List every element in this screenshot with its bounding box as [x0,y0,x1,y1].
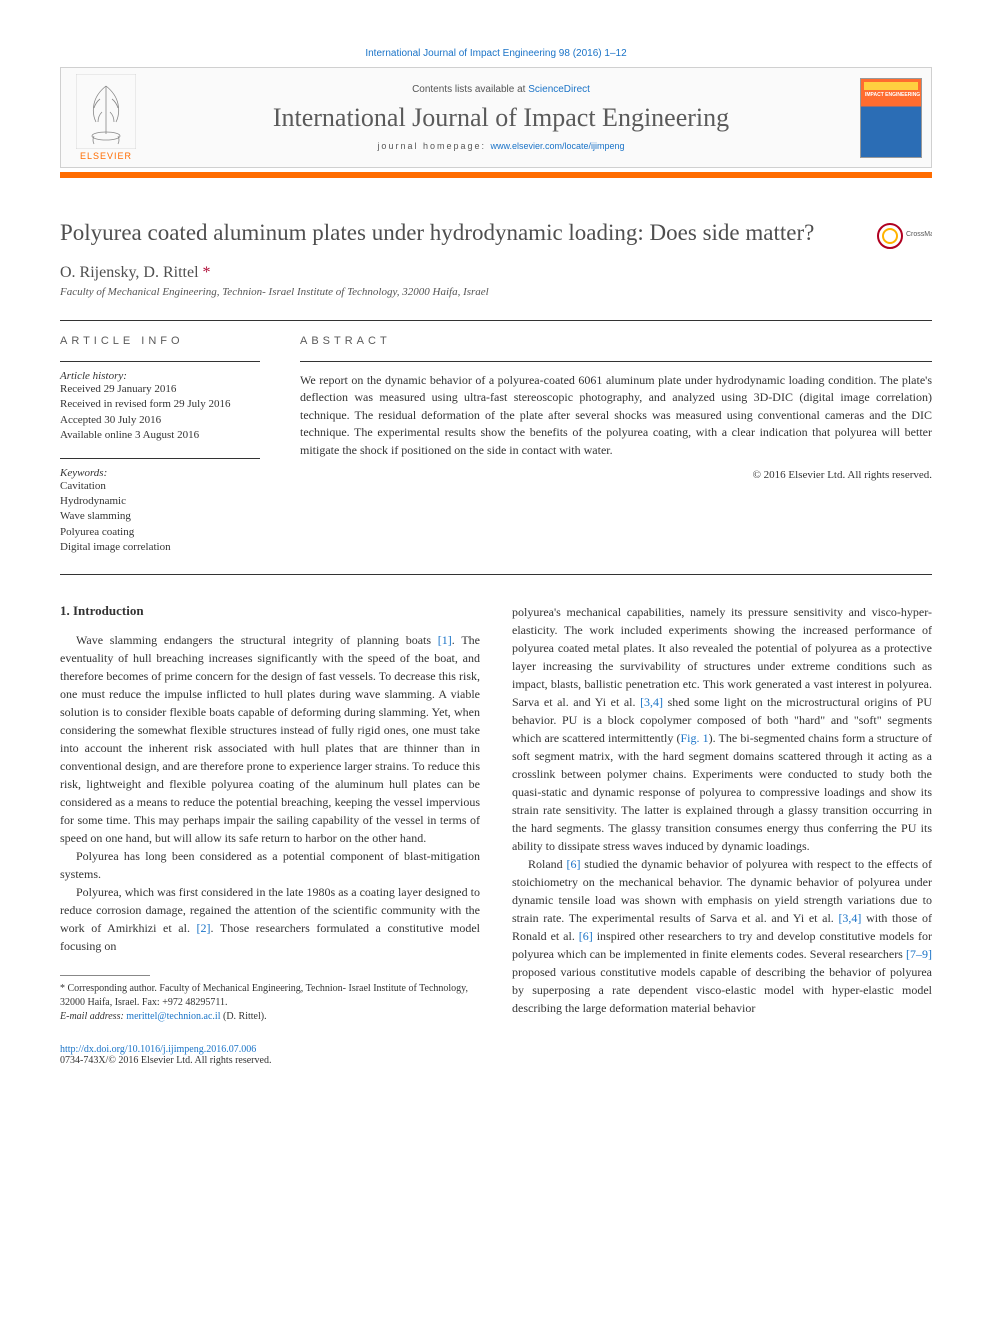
abstract-text: We report on the dynamic behavior of a p… [300,372,932,459]
keyword: Digital image correlation [60,540,260,555]
journal-reference: International Journal of Impact Engineer… [60,48,932,59]
affiliation: Faculty of Mechanical Engineering, Techn… [60,286,932,298]
body-columns: 1. Introduction Wave slamming endangers … [60,603,932,1024]
divider-mid [60,574,932,575]
publisher-name: ELSEVIER [80,151,132,161]
homepage-link[interactable]: www.elsevier.com/locate/ijimpeng [491,141,625,151]
body-paragraph: Wave slamming endangers the structural i… [60,631,480,847]
history-received: Received 29 January 2016 [60,382,260,397]
article-title: Polyurea coated aluminum plates under hy… [60,218,856,248]
page-container: International Journal of Impact Engineer… [0,0,992,1106]
history-revised: Received in revised form 29 July 2016 [60,397,260,412]
keyword: Cavitation [60,479,260,494]
para-text: proposed various constitutive models cap… [512,965,932,1015]
keywords-label: Keywords: [60,467,260,479]
citation-link[interactable]: [6] [579,929,593,943]
citation-link[interactable]: [3,4] [838,911,861,925]
page-footer: http://dx.doi.org/10.1016/j.ijimpeng.201… [60,1044,932,1066]
email-label: E-mail address: [60,1011,126,1022]
history-label: Article history: [60,370,260,382]
cover-title-text: IMPACT ENGINEERING [865,93,920,99]
citation-link[interactable]: [7–9] [906,947,932,961]
body-paragraph: Polyurea, which was first considered in … [60,883,480,955]
corresponding-footnote: * Corresponding author. Faculty of Mecha… [60,982,480,1010]
homepage-line: journal homepage: www.elsevier.com/locat… [377,141,624,151]
crossmark-icon[interactable]: CrossMark [876,218,932,254]
abstract-heading: ABSTRACT [300,335,932,347]
article-info-heading: ARTICLE INFO [60,335,260,347]
journal-title: International Journal of Impact Engineer… [273,103,729,133]
history-online: Available online 3 August 2016 [60,428,260,443]
citation-link[interactable]: [1] [438,633,452,647]
body-paragraph: Roland [6] studied the dynamic behavior … [512,855,932,1017]
contents-line: Contents lists available at ScienceDirec… [412,84,590,95]
authors: O. Rijensky, D. Rittel * [60,264,932,282]
history-accepted: Accepted 30 July 2016 [60,413,260,428]
journal-cover-thumbnail: IMPACT ENGINEERING [860,78,922,158]
para-text: Wave slamming endangers the structural i… [76,633,438,647]
body-paragraph: polyurea's mechanical capabilities, name… [512,603,932,855]
header-center: Contents lists available at ScienceDirec… [151,68,851,167]
body-column-right: polyurea's mechanical capabilities, name… [512,603,932,1024]
corresponding-asterisk: * [199,264,211,281]
para-text: polyurea's mechanical capabilities, name… [512,605,932,709]
keyword: Hydrodynamic [60,494,260,509]
email-link[interactable]: merittel@technion.ac.il [126,1011,220,1022]
figure-link[interactable]: Fig. 1 [681,731,709,745]
sciencedirect-link[interactable]: ScienceDirect [528,84,590,95]
keywords-divider [60,458,260,459]
body-column-left: 1. Introduction Wave slamming endangers … [60,603,480,1024]
svg-text:CrossMark: CrossMark [906,231,932,238]
abstract-column: ABSTRACT We report on the dynamic behavi… [300,335,932,556]
email-footnote: E-mail address: merittel@technion.ac.il … [60,1010,480,1024]
article-info-row: ARTICLE INFO Article history: Received 2… [60,335,932,556]
info-divider [60,361,260,362]
citation-link[interactable]: [2] [197,921,211,935]
citation-link[interactable]: [6] [566,857,580,871]
footnote-separator [60,975,150,976]
journal-header: ELSEVIER Contents lists available at Sci… [60,67,932,168]
para-text: ). The bi-segmented chains form a struct… [512,731,932,853]
homepage-label: journal homepage: [377,141,490,151]
contents-text: Contents lists available at [412,84,528,95]
keyword: Wave slamming [60,509,260,524]
doi-link[interactable]: http://dx.doi.org/10.1016/j.ijimpeng.201… [60,1044,256,1055]
keyword: Polyurea coating [60,525,260,540]
publisher-logo-box: ELSEVIER [61,68,151,167]
journal-cover-box: IMPACT ENGINEERING [851,68,931,167]
abstract-divider [300,361,932,362]
para-text: Roland [528,857,566,871]
elsevier-tree-icon [76,74,136,149]
author-names: O. Rijensky, D. Rittel [60,264,199,281]
divider-top [60,320,932,321]
para-text: . The eventuality of hull breaching incr… [60,633,480,845]
section-1-title: 1. Introduction [60,603,480,619]
abstract-copyright: © 2016 Elsevier Ltd. All rights reserved… [300,469,932,481]
issn-text: 0734-743X/© 2016 Elsevier Ltd. All right… [60,1055,271,1066]
citation-link[interactable]: [3,4] [640,695,663,709]
article-info-column: ARTICLE INFO Article history: Received 2… [60,335,260,556]
accent-bar [60,172,932,178]
email-name: (D. Rittel). [220,1011,266,1022]
body-paragraph: Polyurea has long been considered as a p… [60,847,480,883]
title-row: Polyurea coated aluminum plates under hy… [60,218,932,254]
